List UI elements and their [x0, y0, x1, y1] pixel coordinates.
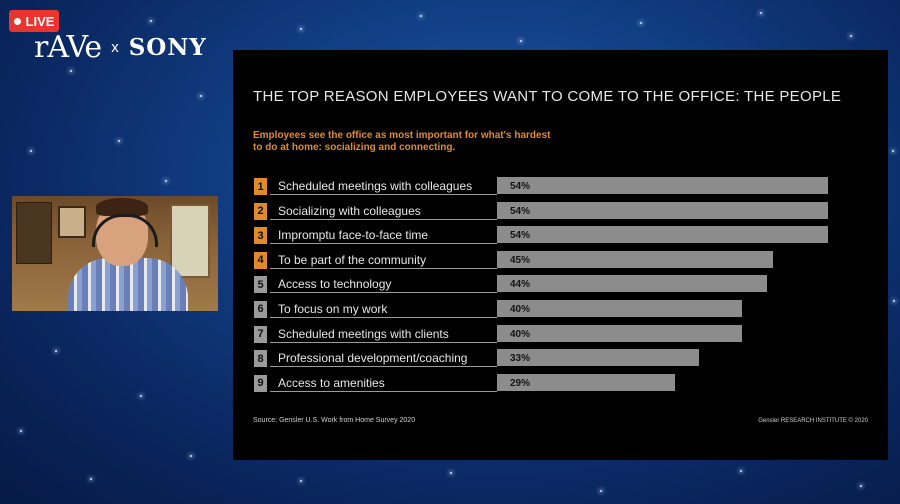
value-label: 44% — [510, 279, 531, 291]
logo-separator: x — [111, 39, 119, 56]
chart-row: 4 To be part of the community 45% — [254, 250, 834, 271]
chart-row: 5 Access to technology 44% — [254, 275, 834, 295]
live-dot-icon — [13, 17, 21, 25]
chart-row: 6 To focus on my work 40% — [254, 299, 834, 320]
value-bar — [497, 275, 767, 293]
rank-badge: 5 — [254, 276, 267, 294]
presentation-slide: THE TOP REASON EMPLOYEES WANT TO COME TO… — [233, 50, 888, 460]
category-label: Access to amenities — [270, 375, 497, 392]
rank-badge: 8 — [254, 350, 267, 368]
live-label: LIVE — [25, 13, 55, 29]
bar-chart: 1 Scheduled meetings with colleagues 54% 2 S… — [254, 177, 834, 398]
chart-row: 1 Scheduled meetings with colleagues 54% — [254, 177, 834, 197]
category-label: Impromptu face-to-face time — [270, 227, 497, 245]
value-label: 54% — [510, 205, 531, 217]
slide-title: THE TOP REASON EMPLOYEES WANT TO COME TO… — [253, 88, 842, 105]
category-label: To be part of the community — [270, 252, 497, 269]
value-label: 45% — [510, 254, 531, 266]
category-label: Scheduled meetings with colleagues — [270, 178, 497, 195]
value-bar — [497, 373, 675, 391]
category-label: Access to technology — [270, 276, 497, 294]
rank-badge: 7 — [254, 325, 267, 343]
category-label: Scheduled meetings with clients — [270, 326, 497, 343]
sony-logo: SONY — [128, 34, 207, 61]
bookshelf — [16, 202, 52, 264]
category-label: To focus on my work — [270, 301, 497, 318]
chart-row: 3 Impromptu face-to-face time 54% — [254, 226, 834, 246]
chart-row: 2 Socializing with colleagues 54% — [254, 201, 834, 222]
value-bar — [497, 349, 700, 367]
picture-frame — [58, 206, 86, 238]
category-label: Socializing with colleagues — [270, 203, 497, 220]
rank-badge: 4 — [254, 251, 267, 269]
sponsor-logo: rAVe x SONY — [34, 30, 207, 65]
presenter-hair — [96, 198, 148, 216]
window — [170, 204, 210, 278]
value-label: 54% — [510, 230, 531, 242]
value-bar — [497, 324, 743, 342]
chart-row: 9 Access to amenities 29% — [254, 373, 834, 394]
rank-badge: 9 — [254, 374, 267, 392]
live-badge[interactable]: LIVE — [9, 10, 59, 32]
slide-subtitle: Employees see the office as most importa… — [253, 130, 551, 153]
value-bar — [497, 201, 828, 219]
slide-credit: Gensler RESEARCH INSTITUTE © 2020 — [758, 418, 868, 424]
value-bar — [497, 299, 743, 317]
value-label: 40% — [510, 303, 531, 315]
rave-logo: rAVe — [34, 30, 102, 65]
chart-row: 7 Scheduled meetings with clients 40% — [254, 324, 834, 345]
rank-badge: 1 — [254, 178, 267, 195]
value-label: 40% — [510, 328, 531, 340]
presenter-webcam-feed[interactable] — [12, 196, 218, 311]
slide-source: Source: Gensler U.S. Work from Home Surv… — [253, 417, 416, 424]
value-label: 29% — [510, 377, 531, 389]
chart-row: 8 Professional development/coaching 33% — [254, 349, 834, 369]
value-bar — [497, 226, 828, 244]
presenter-shirt — [68, 258, 188, 311]
rank-badge: 2 — [254, 202, 267, 220]
value-label: 33% — [510, 353, 531, 365]
rank-badge: 3 — [254, 227, 267, 245]
value-label: 54% — [510, 181, 531, 192]
value-bar — [497, 177, 828, 194]
rank-badge: 6 — [254, 300, 267, 318]
value-bar — [497, 250, 773, 268]
category-label: Professional development/coaching — [270, 350, 497, 368]
